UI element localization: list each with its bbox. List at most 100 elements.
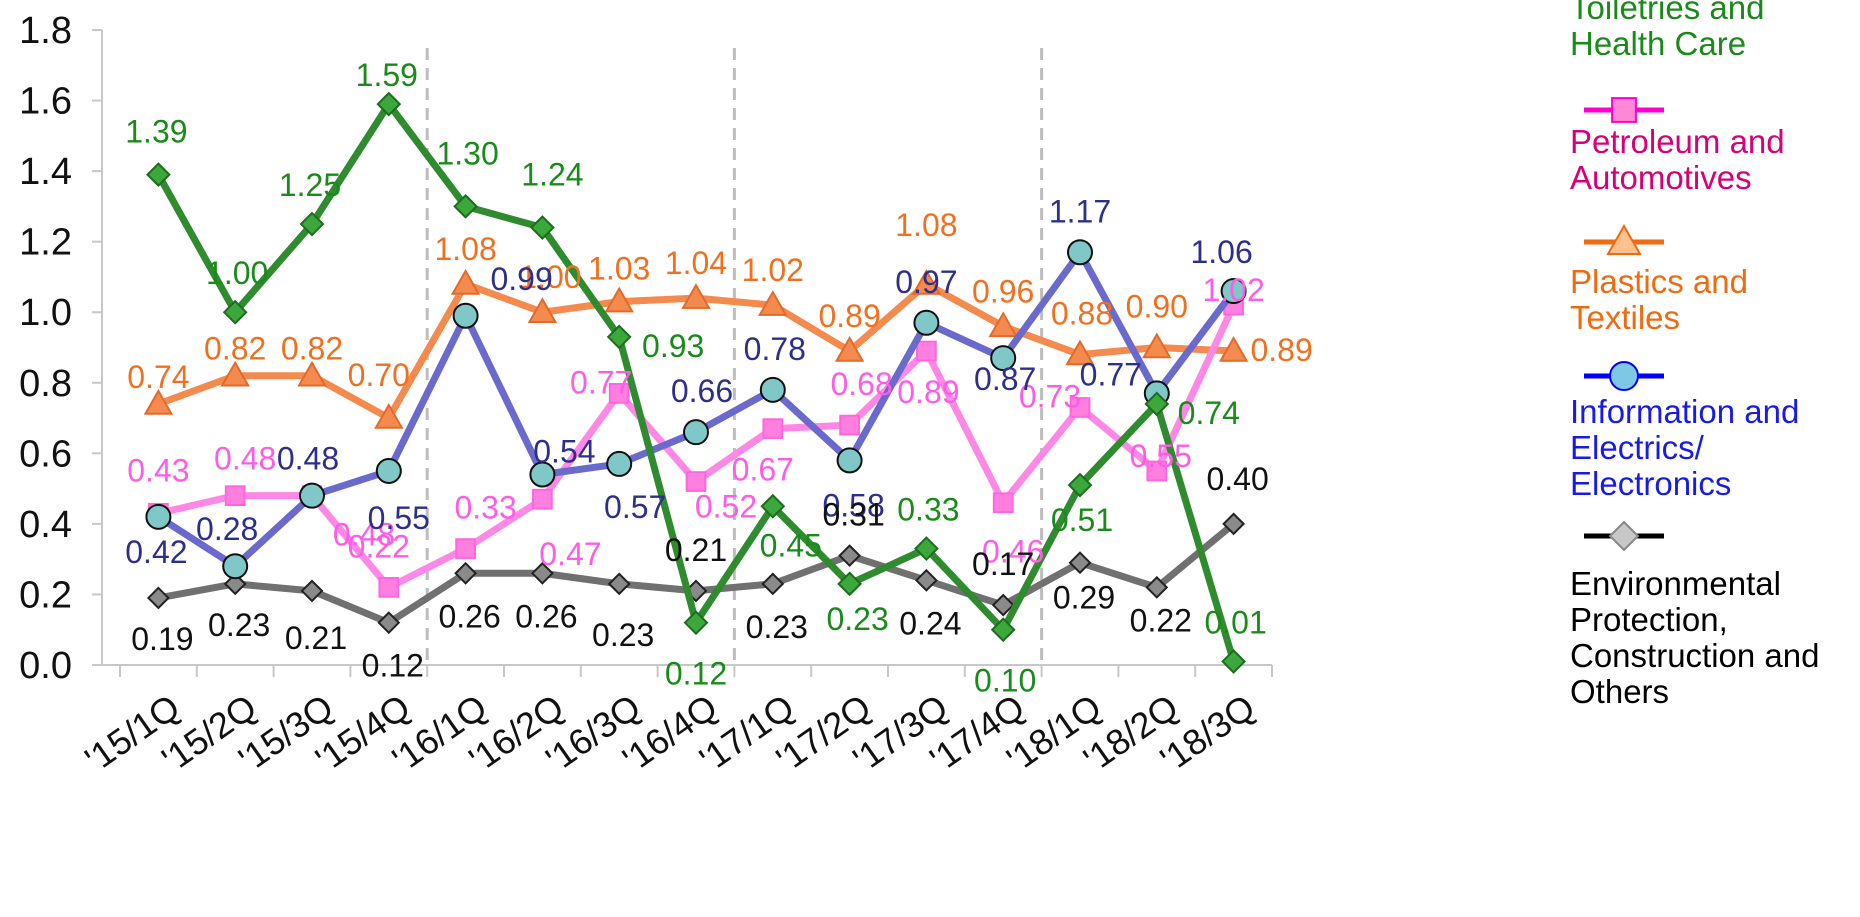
data-point bbox=[222, 553, 249, 580]
data-label: 0.12 bbox=[665, 656, 727, 692]
y-tick-label: 0.0 bbox=[19, 645, 72, 687]
data-point bbox=[223, 572, 247, 596]
data-label: 0.48 bbox=[277, 441, 339, 477]
data-point bbox=[377, 611, 401, 635]
data-label: 0.77 bbox=[570, 364, 632, 400]
series-0 bbox=[145, 91, 1247, 674]
data-label: 0.96 bbox=[972, 273, 1034, 309]
data-point bbox=[990, 345, 1017, 372]
data-label: 0.23 bbox=[208, 607, 270, 643]
data-point bbox=[606, 450, 633, 477]
data-point bbox=[1222, 512, 1246, 536]
data-label: 0.82 bbox=[281, 331, 343, 367]
data-label: 0.33 bbox=[897, 492, 959, 528]
series-layer bbox=[143, 91, 1249, 674]
data-label: 0.17 bbox=[972, 546, 1034, 582]
data-point bbox=[988, 311, 1018, 338]
data-label: 0.73 bbox=[1019, 378, 1081, 414]
data-point bbox=[761, 572, 785, 596]
data-label: 0.66 bbox=[671, 373, 733, 409]
y-tick-label: 1.2 bbox=[19, 222, 72, 264]
data-label: 1.17 bbox=[1049, 193, 1111, 229]
data-point bbox=[527, 297, 558, 323]
data-point bbox=[454, 561, 478, 585]
data-label: 0.89 bbox=[818, 298, 880, 334]
data-point bbox=[607, 572, 631, 596]
data-label: 0.87 bbox=[974, 361, 1036, 397]
data-point bbox=[145, 162, 171, 188]
data-label: 0.99 bbox=[490, 261, 552, 297]
data-point bbox=[839, 414, 860, 436]
data-point bbox=[604, 286, 634, 313]
data-label: 0.23 bbox=[592, 617, 654, 653]
data-label: 0.57 bbox=[604, 489, 666, 525]
data-label: 0.33 bbox=[454, 490, 516, 526]
data-point bbox=[300, 579, 324, 603]
data-label: 0.88 bbox=[1051, 296, 1113, 332]
data-label: 0.52 bbox=[695, 489, 757, 525]
data-point bbox=[608, 383, 630, 404]
data-label: 1.08 bbox=[895, 207, 957, 243]
data-point bbox=[299, 482, 325, 509]
y-tick-label: 0.8 bbox=[19, 363, 72, 405]
legend-marker-plastics bbox=[1584, 223, 1664, 255]
data-point bbox=[374, 403, 404, 429]
data-label: 1.00 bbox=[206, 255, 268, 291]
data-label: 1.39 bbox=[125, 114, 187, 150]
data-point bbox=[1065, 339, 1095, 366]
data-point bbox=[837, 571, 863, 597]
data-label: 0.89 bbox=[897, 374, 959, 410]
data-label: 1.25 bbox=[279, 167, 341, 203]
data-label: 0.19 bbox=[131, 621, 193, 657]
data-point bbox=[375, 457, 402, 484]
data-label: 1.00 bbox=[519, 259, 581, 295]
y-tick-label: 1.8 bbox=[19, 10, 72, 52]
data-label: 1.03 bbox=[588, 251, 650, 287]
data-point bbox=[378, 577, 400, 598]
data-point bbox=[299, 211, 325, 237]
data-labels-layer: 1.39 1.00 1.25 1.59 1.30 1.24 0.93 0.12 0.45 0.23… bbox=[125, 57, 1312, 699]
data-point bbox=[911, 268, 942, 295]
data-point bbox=[1067, 239, 1093, 266]
data-label: 1.04 bbox=[665, 245, 727, 281]
data-point bbox=[836, 447, 863, 474]
data-label: 1.08 bbox=[434, 231, 496, 267]
legend-label-petroleum: Petroleum and Automotives bbox=[1570, 123, 1785, 196]
data-point bbox=[224, 485, 246, 507]
data-point bbox=[146, 586, 170, 610]
legend-symbol bbox=[1606, 223, 1642, 255]
data-point bbox=[1067, 472, 1093, 498]
data-label: 0.23 bbox=[746, 609, 808, 645]
data-point bbox=[834, 336, 865, 362]
data-label: 0.22 bbox=[1130, 602, 1192, 638]
legend-symbol bbox=[1609, 361, 1639, 391]
data-point bbox=[1068, 551, 1092, 575]
data-point bbox=[913, 536, 939, 561]
data-label: 0.26 bbox=[515, 598, 577, 634]
data-label: 0.89 bbox=[1250, 332, 1312, 368]
data-point bbox=[529, 461, 556, 488]
data-point bbox=[376, 91, 402, 117]
data-label: 1.30 bbox=[436, 135, 498, 171]
legend-marker-information bbox=[1584, 361, 1664, 391]
data-label: 0.01 bbox=[1204, 604, 1266, 640]
data-point bbox=[991, 593, 1015, 617]
data-label: 0.42 bbox=[125, 534, 187, 570]
data-point bbox=[529, 215, 555, 240]
data-label: 0.31 bbox=[822, 497, 884, 533]
data-point bbox=[1220, 278, 1247, 305]
data-label: 0.29 bbox=[1053, 580, 1115, 616]
data-label: 0.55 bbox=[1130, 438, 1192, 474]
data-label: 0.74 bbox=[1178, 395, 1240, 431]
data-point bbox=[450, 268, 481, 295]
data-point bbox=[914, 568, 938, 592]
data-point bbox=[990, 617, 1016, 643]
data-point bbox=[453, 193, 479, 219]
data-label: 1.06 bbox=[1190, 234, 1252, 270]
data-label: 0.55 bbox=[368, 500, 430, 536]
data-point bbox=[916, 340, 937, 362]
data-label: 1.02 bbox=[1202, 272, 1264, 308]
data-label: 0.54 bbox=[533, 434, 595, 470]
data-label: 1.02 bbox=[742, 252, 804, 288]
